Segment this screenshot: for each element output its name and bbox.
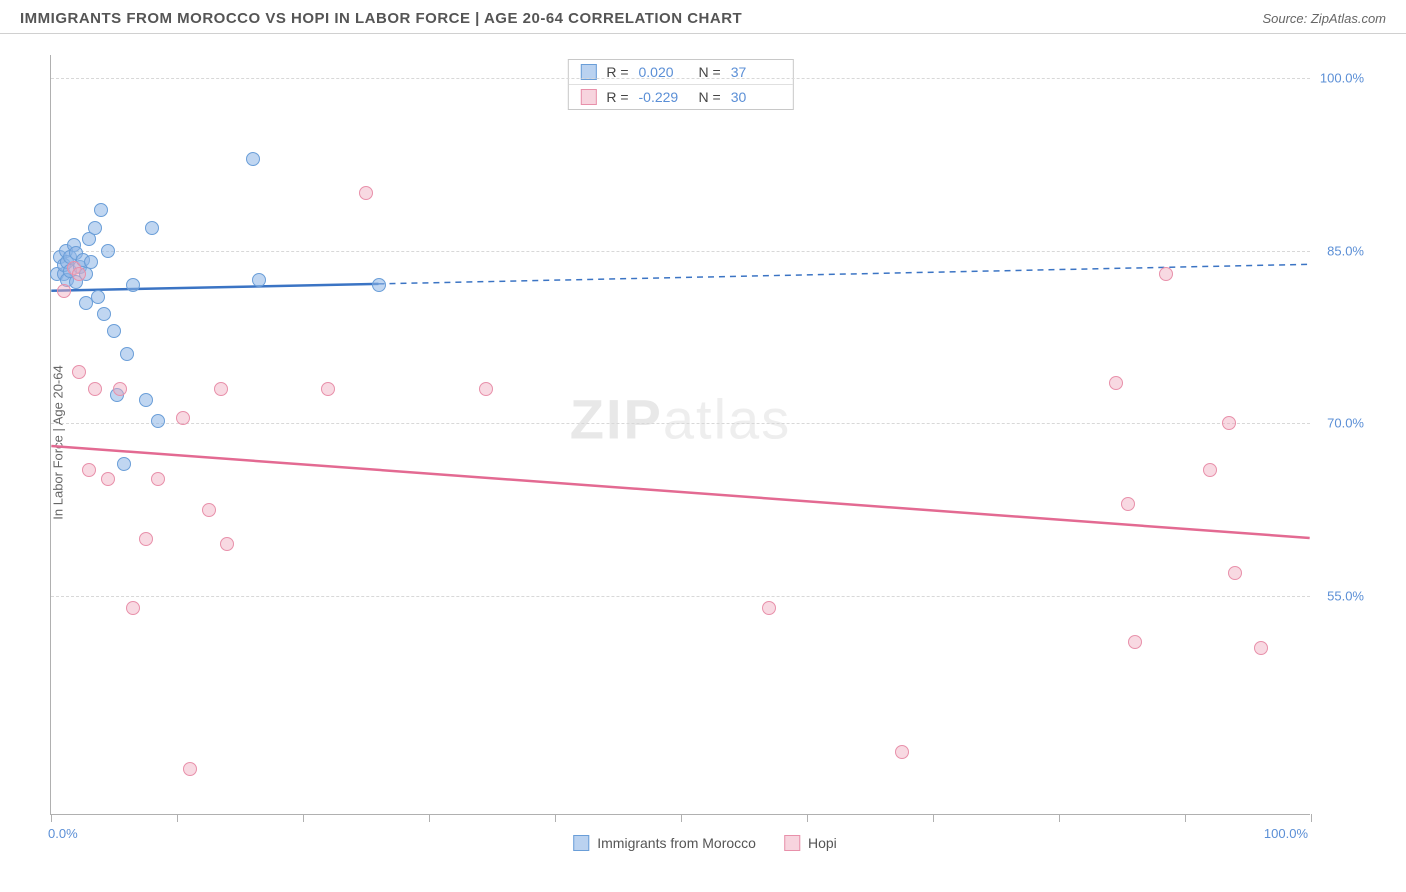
data-point (1254, 641, 1268, 655)
x-tick (1185, 814, 1186, 822)
data-point (72, 267, 86, 281)
y-tick-label: 55.0% (1327, 589, 1364, 604)
legend-label: Immigrants from Morocco (597, 835, 756, 851)
data-point (202, 503, 216, 517)
data-point (101, 244, 115, 258)
trend-lines (51, 55, 1310, 814)
x-tick (807, 814, 808, 822)
data-point (252, 273, 266, 287)
x-tick (303, 814, 304, 822)
data-point (372, 278, 386, 292)
data-point (1228, 566, 1242, 580)
stat-n-value: 30 (731, 89, 781, 105)
data-point (88, 382, 102, 396)
stat-n-label: N = (699, 89, 721, 105)
gridline (51, 596, 1310, 597)
data-point (176, 411, 190, 425)
data-point (117, 457, 131, 471)
legend-swatch (580, 89, 596, 105)
data-point (107, 324, 121, 338)
data-point (113, 382, 127, 396)
gridline (51, 423, 1310, 424)
data-point (1222, 416, 1236, 430)
data-point (145, 221, 159, 235)
data-point (88, 221, 102, 235)
data-point (101, 472, 115, 486)
legend-swatch (784, 835, 800, 851)
data-point (214, 382, 228, 396)
data-point (91, 290, 105, 304)
data-point (1121, 497, 1135, 511)
data-point (479, 382, 493, 396)
data-point (1203, 463, 1217, 477)
data-point (183, 762, 197, 776)
data-point (151, 472, 165, 486)
chart-title: IMMIGRANTS FROM MOROCCO VS HOPI IN LABOR… (20, 10, 742, 27)
y-tick-label: 100.0% (1320, 71, 1364, 86)
correlation-stats-box: R =0.020N =37 R = -0.229 N = 30 (567, 59, 793, 110)
y-tick-label: 85.0% (1327, 243, 1364, 258)
x-tick (933, 814, 934, 822)
chart-header: IMMIGRANTS FROM MOROCCO VS HOPI IN LABOR… (0, 0, 1406, 34)
x-tick (681, 814, 682, 822)
gridline (51, 251, 1310, 252)
legend-swatch (573, 835, 589, 851)
legend-label: Hopi (808, 835, 837, 851)
data-point (359, 186, 373, 200)
data-point (1109, 376, 1123, 390)
x-tick (177, 814, 178, 822)
x-axis-max: 100.0% (1264, 826, 1308, 841)
chart-source: Source: ZipAtlas.com (1262, 11, 1386, 26)
data-point (97, 307, 111, 321)
data-point (126, 278, 140, 292)
x-tick (1059, 814, 1060, 822)
data-point (139, 532, 153, 546)
stat-row: R = -0.229 N = 30 (568, 84, 792, 109)
data-point (139, 393, 153, 407)
y-tick-label: 70.0% (1327, 416, 1364, 431)
x-tick (1311, 814, 1312, 822)
legend-item: Immigrants from Morocco (573, 835, 756, 851)
data-point (1159, 267, 1173, 281)
data-point (1128, 635, 1142, 649)
x-tick (51, 814, 52, 822)
x-axis-min: 0.0% (48, 826, 78, 841)
data-point (321, 382, 335, 396)
stat-r-value: -0.229 (639, 89, 689, 105)
watermark: ZIPatlas (570, 387, 791, 452)
data-point (94, 203, 108, 217)
data-point (762, 601, 776, 615)
data-point (151, 414, 165, 428)
data-point (220, 537, 234, 551)
x-tick (555, 814, 556, 822)
x-tick (429, 814, 430, 822)
stat-row: R =0.020N =37 (568, 60, 792, 84)
data-point (72, 365, 86, 379)
stat-r-label: R = (606, 89, 628, 105)
chart-area: In Labor Force | Age 20-64 ZIPatlas R =0… (50, 55, 1360, 815)
data-point (84, 255, 98, 269)
data-point (57, 284, 71, 298)
data-point (120, 347, 134, 361)
gridline (51, 78, 1310, 79)
legend: Immigrants from Morocco Hopi (573, 835, 837, 851)
data-point (895, 745, 909, 759)
scatter-plot: ZIPatlas R =0.020N =37R =-0.229N =30 55.… (50, 55, 1310, 815)
data-point (246, 152, 260, 166)
data-point (126, 601, 140, 615)
legend-item: Hopi (784, 835, 837, 851)
data-point (82, 463, 96, 477)
